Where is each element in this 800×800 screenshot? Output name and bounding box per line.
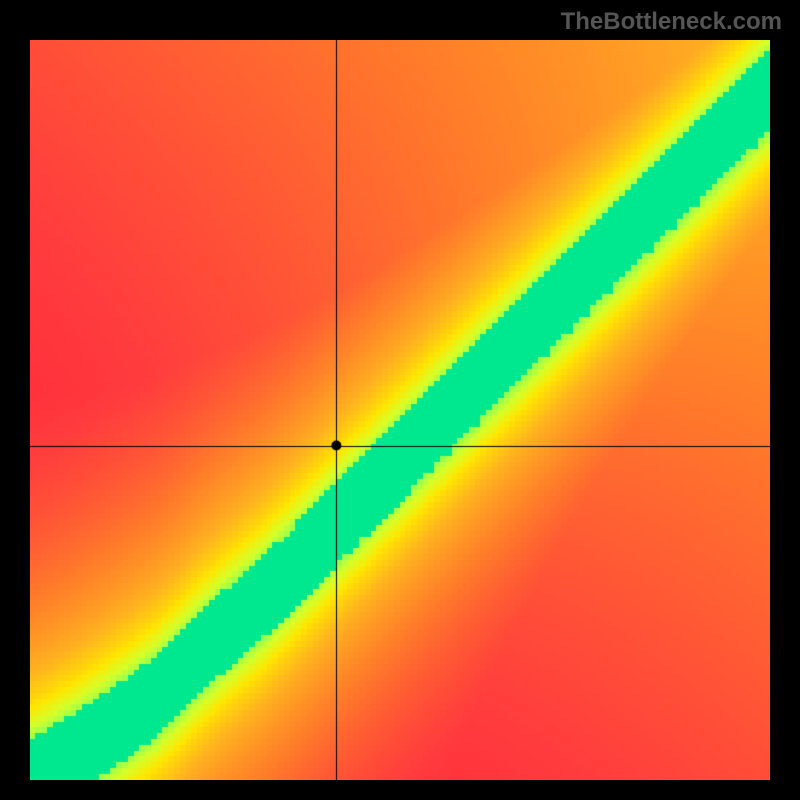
watermark-text: TheBottleneck.com (561, 8, 782, 36)
bottleneck-heatmap (30, 40, 770, 780)
